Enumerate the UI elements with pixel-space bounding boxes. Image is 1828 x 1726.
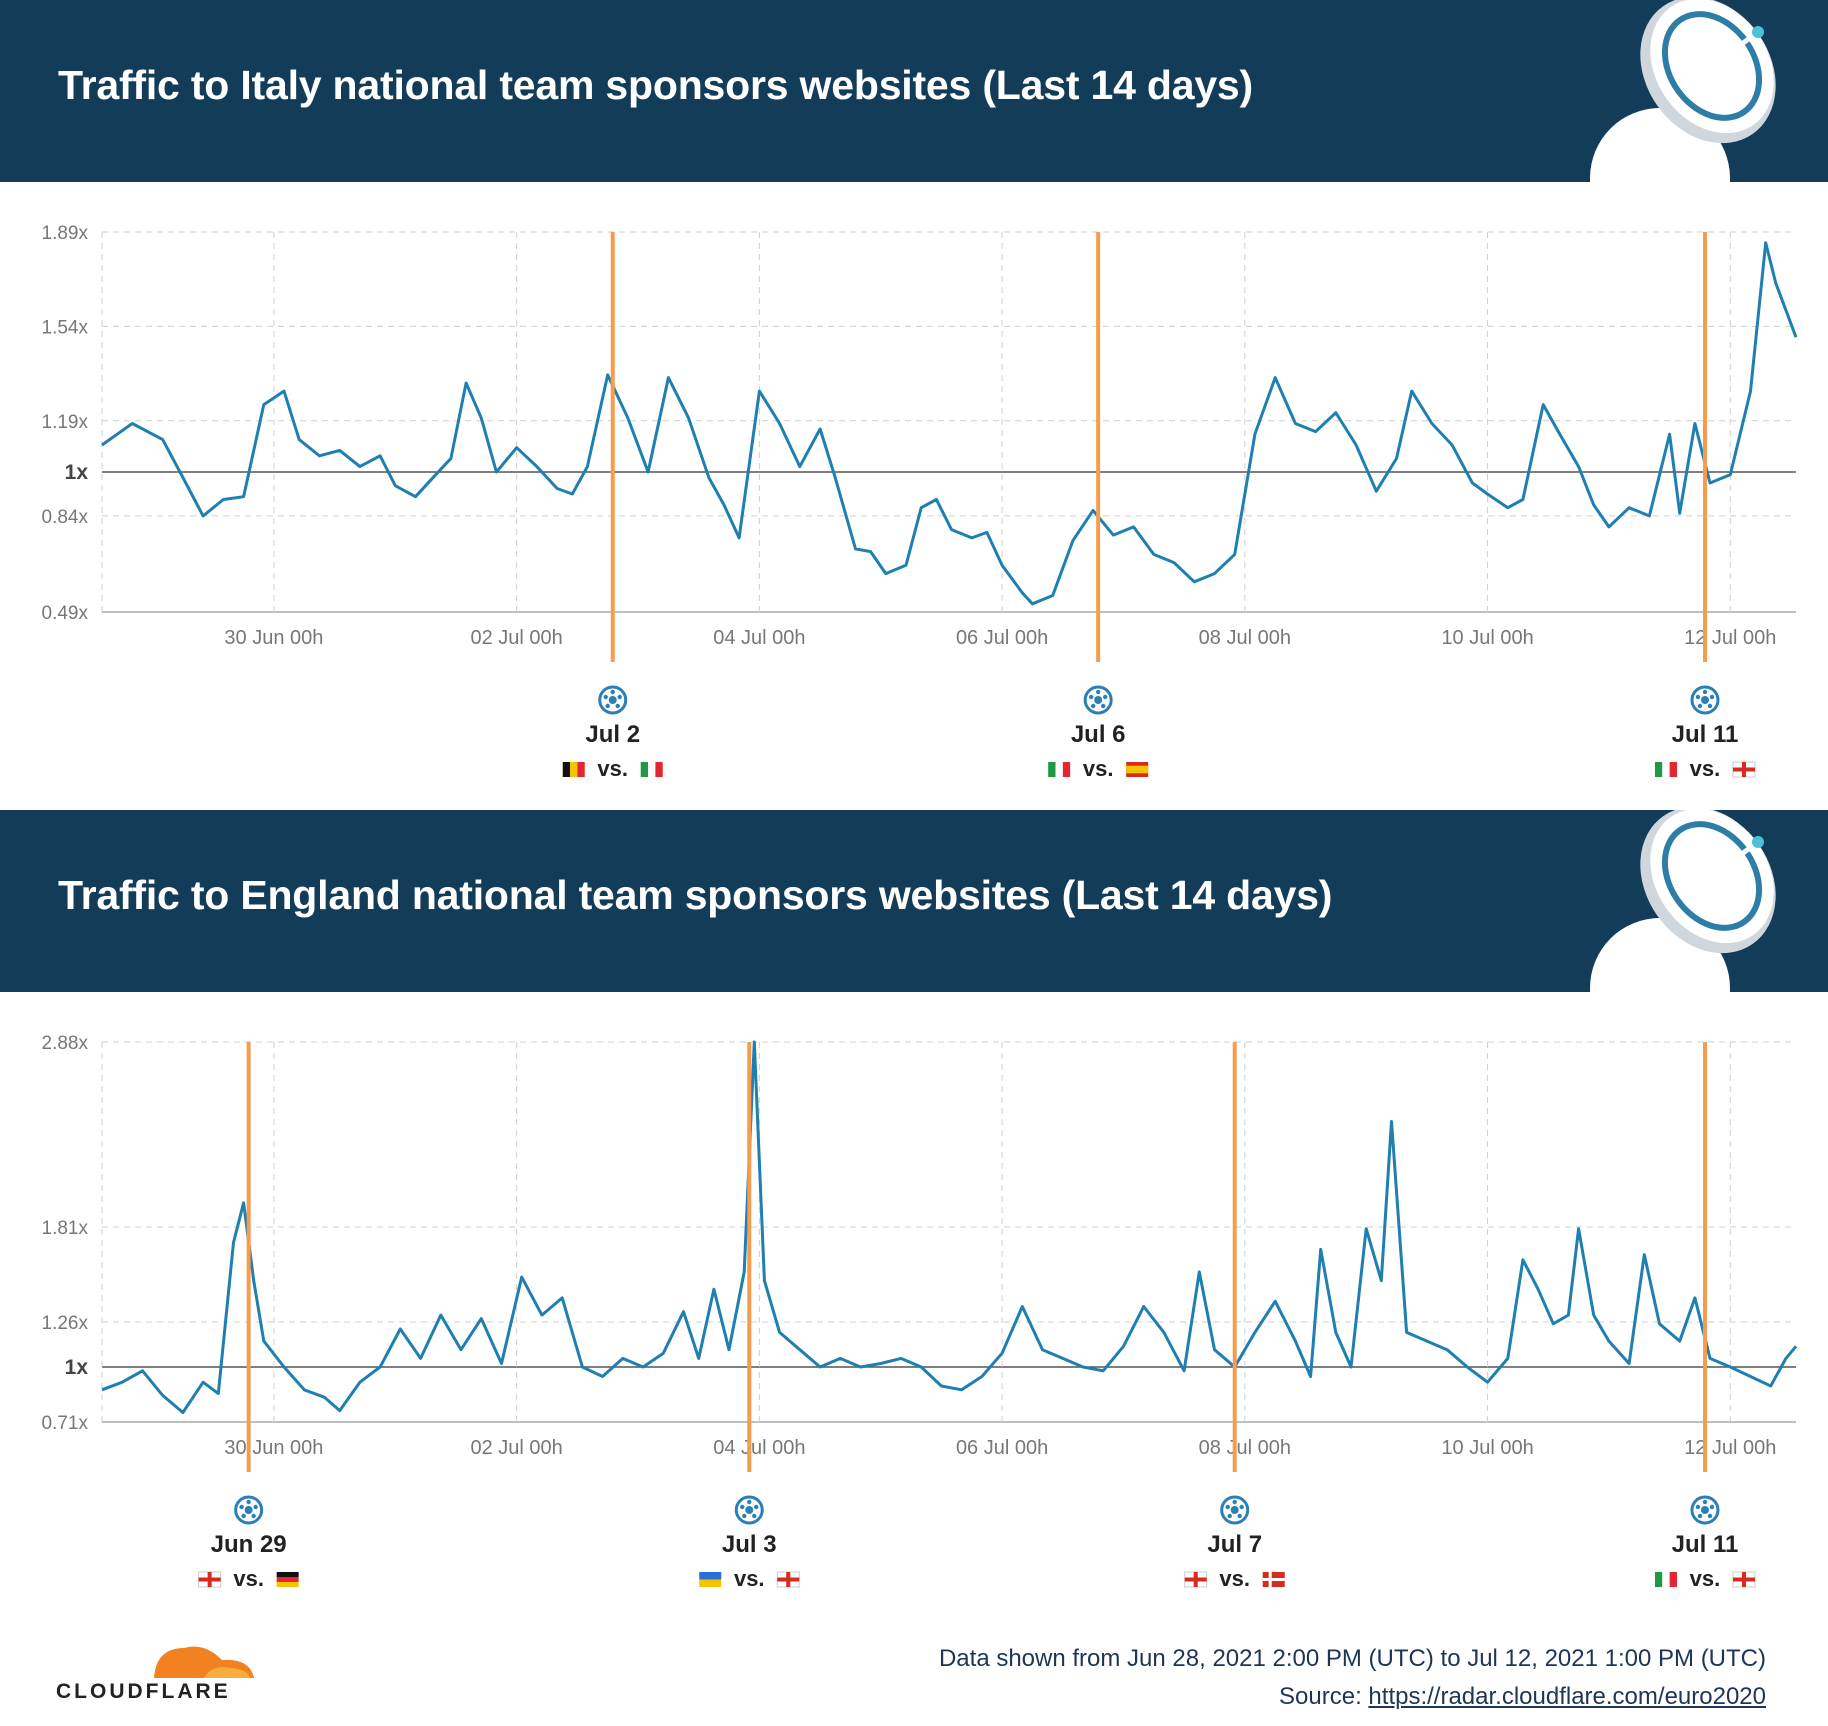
flag-icon-en bbox=[1732, 761, 1756, 778]
y-tick-label: 0.71x bbox=[42, 1413, 89, 1434]
match-date-label: Jul 6 bbox=[1071, 721, 1126, 748]
match-marker-jul-11: Jul 11 vs. bbox=[1654, 1042, 1756, 1591]
match-date-label: Jul 11 bbox=[1672, 721, 1739, 748]
match-vs-label: vs. bbox=[1219, 1566, 1250, 1591]
traffic-series-line bbox=[101, 1040, 1798, 1414]
x-tick-label: 02 Jul 00h bbox=[471, 1437, 563, 1459]
satellite-dish-icon bbox=[1590, 810, 1776, 992]
soccer-ball-icon bbox=[1220, 1495, 1250, 1525]
flag-icon-it bbox=[640, 762, 663, 777]
y-tick-label: 0.84x bbox=[42, 507, 89, 528]
match-marker-jul-3: Jul 3 vs. bbox=[699, 1042, 800, 1591]
traffic-series-line bbox=[101, 241, 1798, 606]
y-tick-label: 1.89x bbox=[42, 223, 89, 244]
match-date-label: Jul 2 bbox=[585, 721, 640, 748]
data-range-text: Data shown from Jun 28, 2021 2:00 PM (UT… bbox=[938, 1645, 1766, 1672]
match-date-label: Jul 11 bbox=[1672, 1531, 1739, 1558]
match-marker-jul-7: Jul 7 vs. bbox=[1184, 1042, 1285, 1591]
x-tick-label: 08 Jul 00h bbox=[1199, 1437, 1291, 1459]
x-tick-label: 02 Jul 00h bbox=[471, 627, 563, 649]
flag-icon-dk bbox=[1262, 1572, 1285, 1587]
flag-icon-es bbox=[1126, 762, 1149, 777]
y-tick-label: 1.19x bbox=[42, 412, 89, 433]
x-tick-label: 04 Jul 00h bbox=[713, 627, 805, 649]
italy-header-banner: Traffic to Italy national team sponsors … bbox=[0, 0, 1828, 182]
match-date-label: Jul 3 bbox=[722, 1531, 777, 1558]
flag-icon-de bbox=[276, 1572, 299, 1587]
grid bbox=[101, 1041, 1796, 1423]
source-prefix: Source: bbox=[1279, 1683, 1369, 1710]
match-vs-label: vs. bbox=[1083, 756, 1114, 781]
y-tick-label: 1x bbox=[65, 461, 89, 484]
cloudflare-logo-icon bbox=[154, 1646, 254, 1678]
flag-icon-be bbox=[562, 762, 585, 777]
x-tick-label: 06 Jul 00h bbox=[956, 627, 1048, 649]
footer-note: Data shown from Jun 28, 2021 2:00 PM (UT… bbox=[939, 1640, 1766, 1716]
flag-icon-ua bbox=[699, 1572, 722, 1587]
x-tick-label: 30 Jun 00h bbox=[224, 627, 323, 649]
england-traffic-chart: 2.88x 1.81x 1.26x 1x 0.71x 30 Jun 00h 02 Jul 0… bbox=[42, 1033, 1798, 1591]
x-tick-label: 04 Jul 00h bbox=[713, 1437, 805, 1459]
y-tick-label: 2.88x bbox=[42, 1033, 89, 1054]
y-tick-label: 0.49x bbox=[42, 603, 89, 624]
source-line: Source: https://radar.cloudflare.com/eur… bbox=[939, 1678, 1766, 1716]
italy-traffic-chart: 1.89x 1.54x 1.19x 1x 0.84x 0.49x 30 Jun 00h 02 … bbox=[42, 223, 1798, 781]
match-vs-label: vs. bbox=[1690, 756, 1721, 781]
source-link[interactable]: https://radar.cloudflare.com/euro2020 bbox=[1368, 1683, 1766, 1710]
grid bbox=[101, 231, 1796, 613]
flag-icon-it bbox=[1654, 1572, 1677, 1587]
satellite-dish-icon bbox=[1590, 0, 1776, 182]
x-tick-label: 12 Jul 00h bbox=[1684, 627, 1776, 649]
match-vs-label: vs. bbox=[1690, 1566, 1721, 1591]
y-tick-label: 1.26x bbox=[42, 1313, 89, 1334]
england-header-banner: Traffic to England national team sponsor… bbox=[0, 810, 1828, 992]
flag-icon-en bbox=[198, 1571, 222, 1588]
match-marker-jul-2: Jul 2 vs. bbox=[562, 232, 663, 781]
soccer-ball-icon bbox=[1690, 685, 1720, 715]
soccer-ball-icon bbox=[1690, 1495, 1720, 1525]
flag-icon-en bbox=[1184, 1571, 1208, 1588]
soccer-ball-icon bbox=[1083, 685, 1113, 715]
england-chart-title: Traffic to England national team sponsor… bbox=[58, 872, 1333, 918]
match-date-label: Jun 29 bbox=[211, 1531, 287, 1558]
x-tick-label: 30 Jun 00h bbox=[224, 1437, 323, 1459]
match-marker-jun-29: Jun 29 vs. bbox=[198, 1042, 299, 1591]
match-marker-jul-11: Jul 11 vs. bbox=[1654, 232, 1756, 781]
italy-chart-title: Traffic to Italy national team sponsors … bbox=[58, 62, 1253, 108]
flag-icon-en bbox=[776, 1571, 800, 1588]
soccer-ball-icon bbox=[234, 1495, 264, 1525]
match-vs-label: vs. bbox=[734, 1566, 765, 1591]
match-marker-jul-6: Jul 6 vs. bbox=[1048, 232, 1149, 781]
x-tick-label: 10 Jul 00h bbox=[1441, 627, 1533, 649]
y-tick-label: 1.81x bbox=[42, 1218, 89, 1239]
match-date-label: Jul 7 bbox=[1207, 1531, 1262, 1558]
soccer-ball-icon bbox=[598, 685, 628, 715]
x-tick-label: 12 Jul 00h bbox=[1684, 1437, 1776, 1459]
x-tick-label: 10 Jul 00h bbox=[1441, 1437, 1533, 1459]
x-tick-label: 08 Jul 00h bbox=[1199, 627, 1291, 649]
x-tick-label: 06 Jul 00h bbox=[956, 1437, 1048, 1459]
y-tick-label: 1.54x bbox=[42, 317, 89, 338]
flag-icon-it bbox=[1654, 762, 1677, 777]
match-vs-label: vs. bbox=[233, 1566, 264, 1591]
cloudflare-logo-text: CLOUDFLARE bbox=[56, 1680, 231, 1703]
flag-icon-it bbox=[1048, 762, 1071, 777]
y-tick-label: 1x bbox=[65, 1356, 89, 1379]
match-vs-label: vs. bbox=[597, 756, 628, 781]
flag-icon-en bbox=[1732, 1571, 1756, 1588]
soccer-ball-icon bbox=[734, 1495, 764, 1525]
